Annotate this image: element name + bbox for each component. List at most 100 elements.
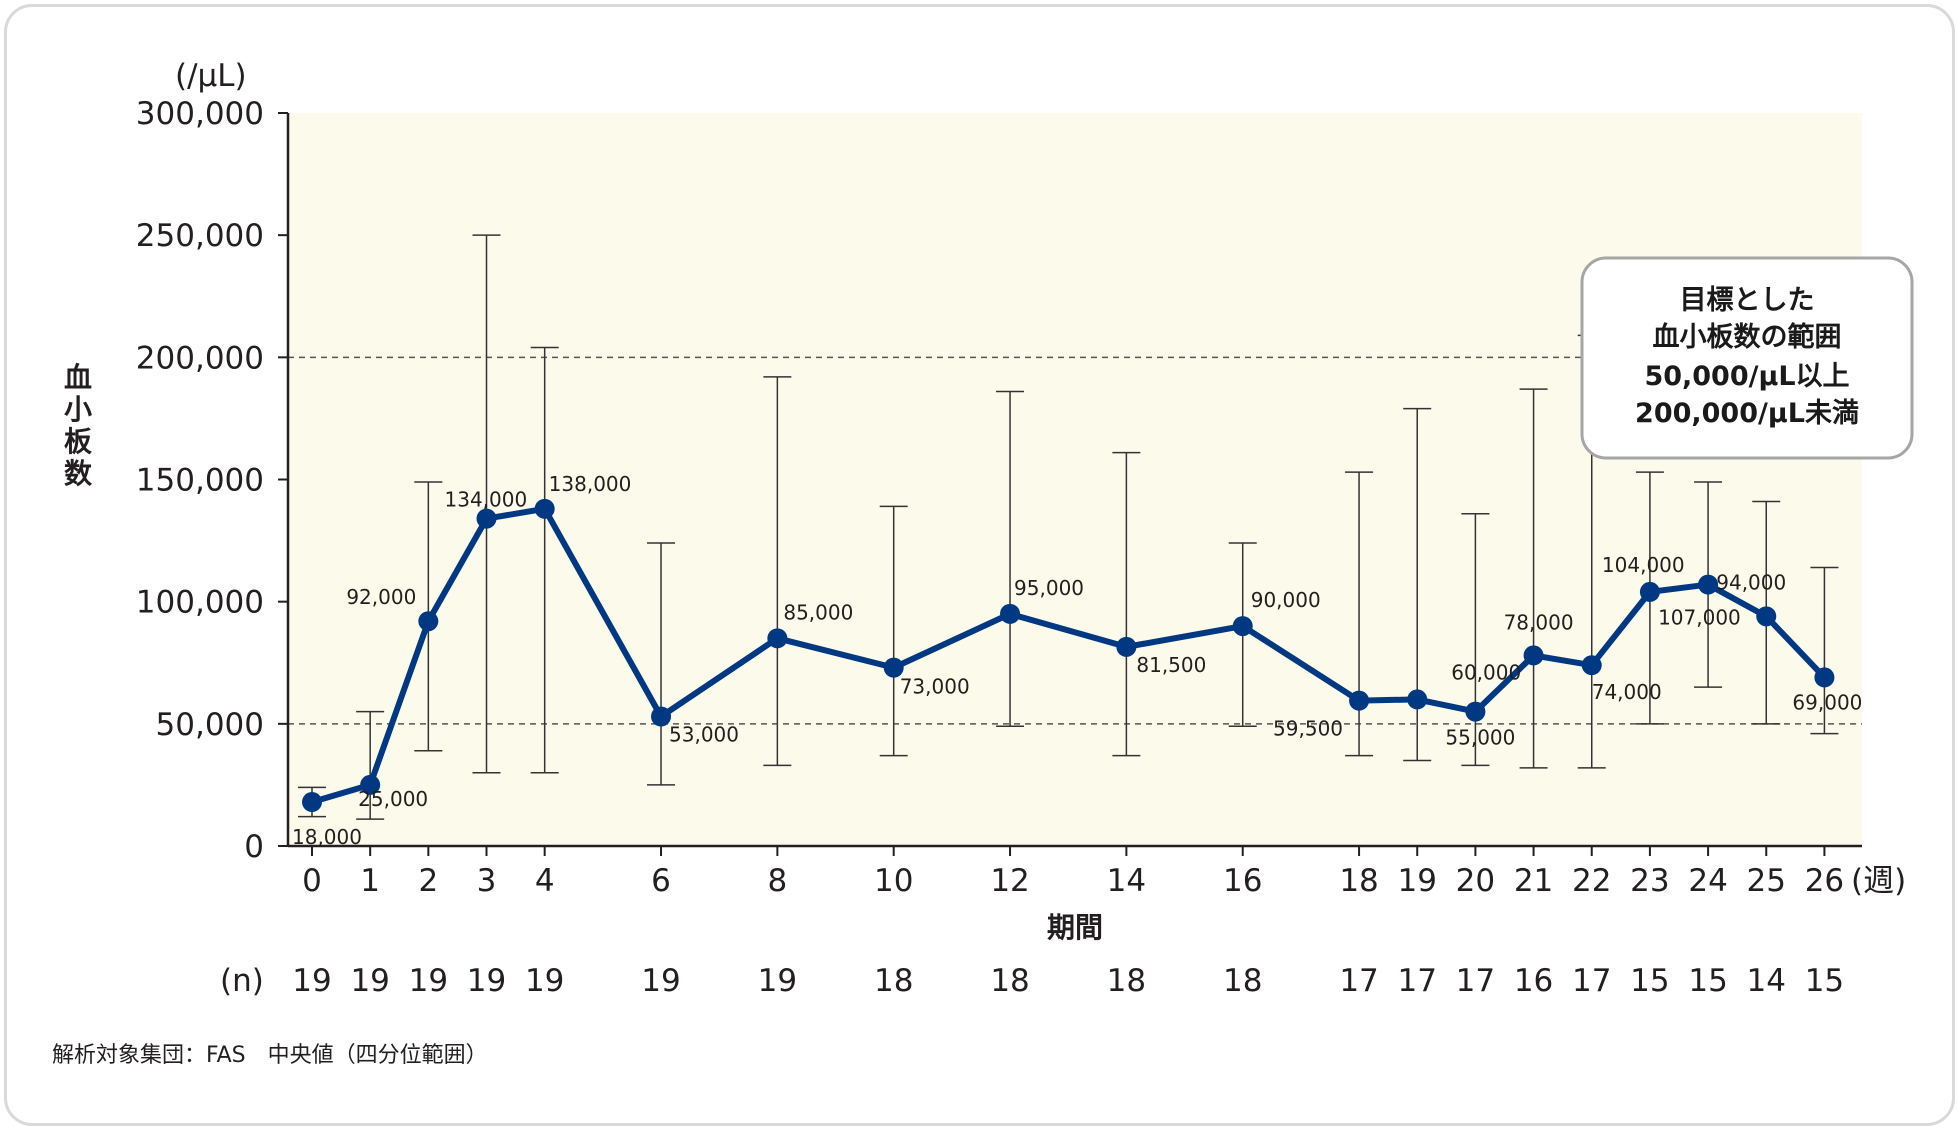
x-tick-label: 24 xyxy=(1688,863,1727,899)
x-tick-label: 1 xyxy=(360,863,380,899)
y-axis-title-char: 小 xyxy=(64,393,92,426)
y-unit-label: (/μL) xyxy=(175,58,247,94)
data-label: 134,000 xyxy=(445,488,528,512)
data-label: 90,000 xyxy=(1251,588,1321,612)
data-point xyxy=(1698,574,1719,595)
y-tick-label: 50,000 xyxy=(156,707,264,743)
n-value: 17 xyxy=(1456,963,1495,999)
callout-line-4: 200,000/μL未満 xyxy=(1635,398,1859,429)
data-point xyxy=(418,611,439,632)
n-value: 17 xyxy=(1339,963,1378,999)
x-tick-label: 2 xyxy=(418,863,438,899)
data-label: 94,000 xyxy=(1716,570,1786,594)
data-point xyxy=(651,706,672,727)
data-label: 78,000 xyxy=(1504,610,1574,634)
data-point xyxy=(1465,701,1486,722)
n-value: 15 xyxy=(1805,963,1844,999)
n-value: 19 xyxy=(641,963,680,999)
data-label: 74,000 xyxy=(1592,680,1662,704)
data-point xyxy=(883,657,904,678)
n-value: 19 xyxy=(409,963,448,999)
target-range-callout: 目標とした 血小板数の範囲 50,000/μL以上 200,000/μL未満 xyxy=(1580,256,1914,460)
data-point xyxy=(767,628,788,649)
y-tick-label: 300,000 xyxy=(136,96,264,132)
y-tick-label: 250,000 xyxy=(136,218,264,254)
x-tick-label: 16 xyxy=(1223,863,1262,899)
data-point xyxy=(1756,606,1777,627)
callout-line-2: 血小板数の範囲 xyxy=(1653,321,1842,353)
y-axis-title: 血小板数 xyxy=(64,361,93,490)
data-point xyxy=(1349,690,1370,711)
x-tick-label: 14 xyxy=(1107,863,1146,899)
n-label: (n) xyxy=(220,963,264,999)
data-label: 95,000 xyxy=(1014,576,1084,600)
x-tick-label: 20 xyxy=(1456,863,1495,899)
data-label: 69,000 xyxy=(1792,690,1862,714)
x-tick-label: 19 xyxy=(1398,863,1437,899)
x-tick-label: 25 xyxy=(1747,863,1786,899)
data-point xyxy=(302,792,322,813)
y-tick-label: 200,000 xyxy=(136,340,264,376)
data-point xyxy=(1000,603,1021,624)
x-tick-label: 8 xyxy=(767,863,787,899)
n-value: 18 xyxy=(1107,963,1146,999)
x-tick-label: 10 xyxy=(874,863,913,899)
x-tick-label: 18 xyxy=(1339,863,1378,899)
data-point xyxy=(1814,667,1835,688)
data-label: 59,500 xyxy=(1273,717,1343,741)
n-value: 19 xyxy=(525,963,564,999)
n-value: 15 xyxy=(1630,963,1669,999)
x-axis-title: 期間 xyxy=(1047,911,1103,944)
n-value: 16 xyxy=(1514,963,1553,999)
x-tick-label: 22 xyxy=(1572,863,1611,899)
data-point xyxy=(534,498,555,519)
callout-line-3: 50,000/μL以上 xyxy=(1644,361,1849,392)
y-axis-title-char: 数 xyxy=(64,457,93,490)
n-value: 17 xyxy=(1398,963,1437,999)
data-point xyxy=(1116,636,1137,657)
y-axis-title-char: 血 xyxy=(64,361,92,394)
data-label: 92,000 xyxy=(346,585,416,609)
data-label: 107,000 xyxy=(1658,606,1741,630)
data-point xyxy=(360,774,381,795)
data-point xyxy=(1407,689,1428,710)
x-tick-label: 3 xyxy=(477,863,497,899)
n-value: 19 xyxy=(758,963,797,999)
x-tick-label: 0 xyxy=(302,863,322,899)
data-label: 85,000 xyxy=(783,600,853,624)
data-label: 73,000 xyxy=(900,675,970,699)
n-value: 17 xyxy=(1572,963,1611,999)
x-tick-label: 4 xyxy=(535,863,555,899)
data-point xyxy=(1581,655,1602,676)
data-label: 60,000 xyxy=(1451,660,1521,684)
data-label: 25,000 xyxy=(358,787,428,811)
y-tick-label: 150,000 xyxy=(136,463,264,499)
data-point xyxy=(1232,616,1253,637)
y-axis-title-char: 板 xyxy=(64,425,92,458)
y-tick-label: 100,000 xyxy=(136,585,264,621)
data-point xyxy=(1639,581,1660,602)
n-value: 19 xyxy=(350,963,389,999)
data-label: 55,000 xyxy=(1445,726,1515,750)
n-value: 14 xyxy=(1747,963,1786,999)
data-label: 81,500 xyxy=(1136,653,1206,677)
data-label: 138,000 xyxy=(549,472,632,496)
data-label: 18,000 xyxy=(292,825,362,849)
data-point xyxy=(1523,645,1544,666)
n-value: 19 xyxy=(292,963,331,999)
n-value: 15 xyxy=(1688,963,1727,999)
x-tick-label: 26 xyxy=(1805,863,1844,899)
x-tick-label: 21 xyxy=(1514,863,1553,899)
x-tick-label: 12 xyxy=(990,863,1029,899)
x-tick-label: 6 xyxy=(651,863,671,899)
n-value: 18 xyxy=(990,963,1029,999)
n-value: 18 xyxy=(1223,963,1262,999)
callout-line-1: 目標とした xyxy=(1680,285,1815,316)
footnote: 解析対象集団：FAS 中央値（四分位範囲） xyxy=(52,1043,488,1068)
y-tick-label: 0 xyxy=(244,829,264,865)
n-value: 19 xyxy=(467,963,506,999)
data-label: 104,000 xyxy=(1602,553,1685,577)
x-unit-label: (週) xyxy=(1851,863,1906,899)
n-value: 18 xyxy=(874,963,913,999)
